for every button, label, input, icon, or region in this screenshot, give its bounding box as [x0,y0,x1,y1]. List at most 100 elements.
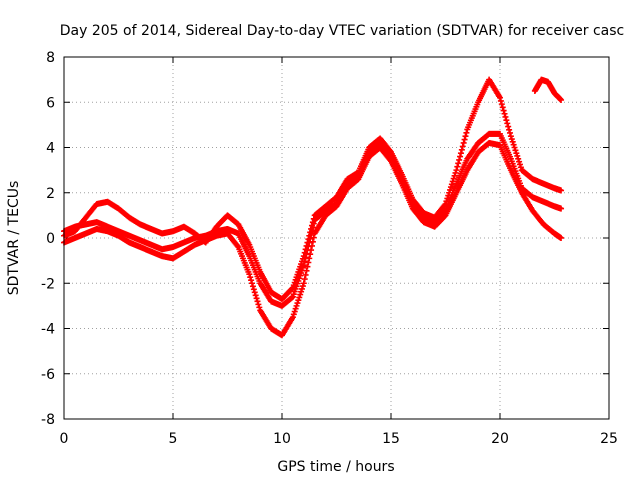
data-point [310,234,317,241]
data-point [307,229,314,236]
data-point [558,96,565,103]
y-tick-label: -4 [41,322,55,338]
x-tick-label: 20 [491,431,509,447]
data-point [254,298,261,305]
data-point [447,184,454,191]
data-point [506,129,513,136]
data-point [463,129,470,136]
x-tick-label: 15 [382,431,400,447]
x-tick-label: 5 [169,431,178,447]
data-point [301,249,308,256]
x-tick-label: 10 [273,431,291,447]
x-tick-label: 25 [600,431,618,447]
data-point [512,147,519,154]
data-point [445,192,452,199]
data-point [306,255,313,262]
data-point [303,242,310,249]
x-tick-label: 0 [60,431,69,447]
data-point [558,187,565,194]
data-point [502,113,509,120]
data-point [306,232,313,239]
data-point [308,222,315,229]
y-tick-label: -6 [41,367,55,383]
data-point [450,175,457,182]
data-marks [61,76,565,339]
data-point [304,239,311,246]
data-point [247,274,254,281]
data-point [460,139,467,146]
y-tick-label: 6 [46,95,55,111]
data-point [517,164,524,171]
data-point [500,107,507,114]
data-point [309,238,316,245]
data-point [292,305,299,312]
data-point [252,292,259,299]
data-point [308,225,315,232]
data-point [293,302,300,309]
data-point [309,219,316,226]
data-point [234,242,241,249]
data-point [462,133,469,140]
series-arc-3 [61,76,565,303]
data-point [499,104,506,111]
y-tick-label: -8 [41,412,55,428]
data-point [513,150,520,157]
axis-ticks: 0 5 10 15 20 25 -8 -6 -4 -2 0 2 4 6 8 [41,50,618,447]
data-point [451,172,458,179]
data-point [296,294,303,301]
data-point [301,276,308,283]
data-point [290,311,297,318]
data-point [305,259,312,266]
data-point [250,286,257,293]
y-tick-label: 4 [46,141,55,157]
data-point [302,246,309,253]
data-point [448,181,455,188]
data-point [498,101,505,108]
data-point [387,147,394,154]
data-point [453,167,460,174]
data-point [457,150,464,157]
data-point [446,189,453,196]
data-point [253,295,260,302]
data-point [449,178,456,185]
data-point [310,215,317,222]
y-tick-label: 2 [46,186,55,202]
data-point [298,285,305,292]
data-point [298,288,305,295]
data-point [504,120,511,127]
data-point [251,289,258,296]
data-point [443,198,450,205]
data-point [255,301,262,308]
data-point [289,314,296,321]
data-point [297,291,304,298]
data-point [516,161,523,168]
data-point [300,280,307,287]
y-axis-label: SDTVAR / TECUs [6,181,22,296]
data-point [246,271,253,278]
data-point [300,253,307,260]
data-point [303,267,310,274]
data-point [505,123,512,130]
data-point [510,141,517,148]
data-point [558,235,565,241]
data-point [308,247,315,254]
data-point [497,94,503,101]
data-point [447,186,454,193]
data-point [558,205,565,212]
data-point [295,297,302,304]
data-point [441,202,448,209]
series-arc-4 [531,76,565,103]
data-point [444,195,451,202]
data-point [516,158,523,165]
data-point [442,201,449,208]
data-point [515,155,522,162]
data-point [459,143,466,150]
data-point [308,242,315,249]
data-point [501,110,508,117]
data-point [248,277,255,284]
chart-title: Day 205 of 2014, Sidereal Day-to-day VTE… [60,23,624,39]
y-tick-label: 8 [46,50,55,66]
data-point [457,153,464,160]
data-point [458,146,465,153]
